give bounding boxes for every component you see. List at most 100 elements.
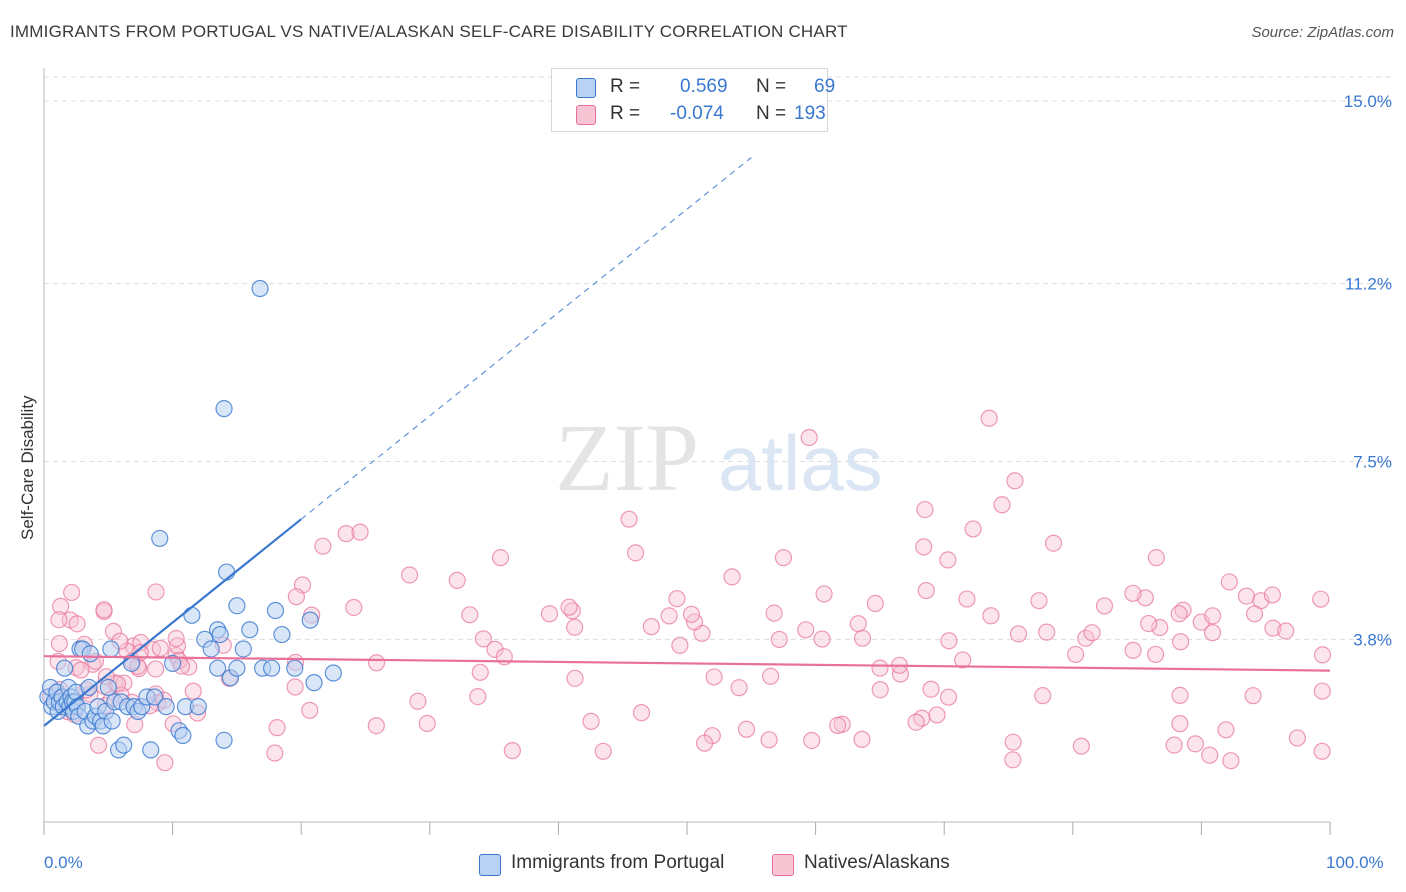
natives-point bbox=[147, 583, 165, 601]
portugal-point bbox=[55, 659, 74, 677]
portugal-point bbox=[228, 597, 246, 615]
legend-n-label: N = bbox=[756, 103, 787, 124]
natives-point bbox=[797, 621, 815, 639]
natives-point bbox=[1009, 625, 1028, 643]
portugal-point bbox=[189, 698, 207, 716]
natives-point bbox=[1146, 645, 1165, 664]
x-tick-label-max: 100.0% bbox=[1326, 853, 1384, 872]
legend-n-value: 69 bbox=[814, 76, 836, 97]
portugal-point bbox=[80, 678, 98, 697]
natives-point bbox=[461, 606, 479, 624]
natives-point bbox=[1124, 584, 1142, 602]
natives-point bbox=[958, 590, 976, 608]
natives-point bbox=[72, 661, 90, 679]
natives-point bbox=[1067, 645, 1085, 664]
natives-point bbox=[1170, 605, 1188, 623]
natives-point bbox=[1151, 618, 1169, 637]
natives-point bbox=[849, 615, 867, 633]
natives-point bbox=[184, 682, 202, 700]
natives-point bbox=[632, 704, 651, 722]
natives-point bbox=[982, 607, 1000, 625]
portugal-point bbox=[115, 736, 133, 754]
natives-point bbox=[954, 651, 972, 669]
natives-point bbox=[815, 585, 833, 603]
portugal-point bbox=[241, 621, 259, 639]
natives-point bbox=[104, 622, 123, 641]
natives-point bbox=[695, 734, 714, 752]
natives-point bbox=[1171, 715, 1189, 733]
natives-point bbox=[1222, 752, 1240, 770]
natives-point bbox=[1201, 746, 1219, 764]
bottom-legend-label: Immigrants from Portugal bbox=[511, 852, 725, 873]
portugal-point bbox=[234, 640, 252, 658]
natives-point bbox=[1044, 534, 1063, 552]
natives-point bbox=[409, 692, 427, 710]
natives-point bbox=[642, 618, 660, 636]
natives-point bbox=[866, 594, 884, 613]
natives-point bbox=[351, 523, 369, 541]
natives-point bbox=[566, 618, 584, 636]
bottom-legend-swatch-pink bbox=[772, 854, 794, 876]
y-tick-label: 15.0% bbox=[1344, 92, 1392, 111]
natives-point bbox=[626, 544, 645, 562]
natives-point bbox=[940, 632, 958, 650]
portugal-point bbox=[81, 645, 99, 663]
natives-point bbox=[1312, 590, 1330, 608]
natives-point bbox=[939, 551, 957, 569]
natives-point bbox=[1313, 682, 1331, 700]
natives-point bbox=[939, 688, 958, 706]
natives-point bbox=[151, 639, 169, 657]
portugal-point bbox=[266, 601, 285, 620]
legend: R = 0.569 N = 69 R = -0.074 N = 193 bbox=[551, 68, 835, 132]
natives-point bbox=[156, 754, 174, 772]
natives-point bbox=[540, 605, 559, 623]
natives-point bbox=[760, 731, 778, 749]
natives-point bbox=[367, 654, 386, 672]
natives-point bbox=[314, 537, 332, 555]
portugal-point bbox=[273, 625, 291, 644]
natives-point bbox=[50, 634, 68, 653]
natives-point bbox=[1095, 597, 1114, 615]
natives-point bbox=[1004, 733, 1022, 751]
portugal-trend-extension bbox=[300, 157, 752, 520]
natives-point bbox=[89, 736, 108, 754]
natives-point bbox=[620, 510, 638, 528]
watermark-zip: ZIP bbox=[555, 404, 699, 511]
portugal-point bbox=[215, 400, 233, 418]
natives-point bbox=[95, 601, 113, 619]
natives-point bbox=[853, 629, 872, 647]
portugal-point bbox=[209, 659, 227, 677]
natives-point bbox=[266, 744, 284, 762]
portugal-point bbox=[174, 726, 192, 745]
natives-point bbox=[1277, 622, 1295, 640]
trend-lines bbox=[43, 157, 1331, 727]
natives-point bbox=[668, 590, 686, 608]
watermark-atlas: atlas bbox=[718, 419, 883, 507]
natives-point bbox=[1186, 735, 1205, 753]
portugal-point bbox=[142, 741, 160, 759]
portugal-point bbox=[218, 563, 236, 581]
natives-point bbox=[1313, 646, 1332, 664]
natives-point bbox=[287, 588, 305, 606]
natives-point bbox=[367, 717, 385, 735]
natives-point bbox=[560, 598, 578, 616]
natives-point bbox=[50, 611, 68, 629]
natives-point bbox=[1124, 641, 1142, 659]
natives-point bbox=[774, 549, 793, 567]
natives-point bbox=[503, 742, 521, 760]
portugal-point bbox=[157, 698, 175, 716]
portugal-point bbox=[99, 678, 117, 697]
natives-point bbox=[1171, 686, 1189, 705]
natives-point bbox=[400, 566, 419, 584]
natives-point bbox=[730, 679, 748, 697]
natives-point bbox=[52, 597, 70, 615]
natives-point bbox=[1165, 736, 1183, 754]
natives-point bbox=[1030, 592, 1048, 610]
natives-point bbox=[705, 668, 723, 686]
natives-point bbox=[286, 678, 304, 696]
legend-r-label: R = bbox=[610, 103, 641, 124]
natives-point bbox=[63, 583, 81, 602]
natives-point bbox=[1171, 633, 1190, 651]
natives-point bbox=[762, 667, 780, 685]
portugal-point bbox=[211, 625, 229, 644]
